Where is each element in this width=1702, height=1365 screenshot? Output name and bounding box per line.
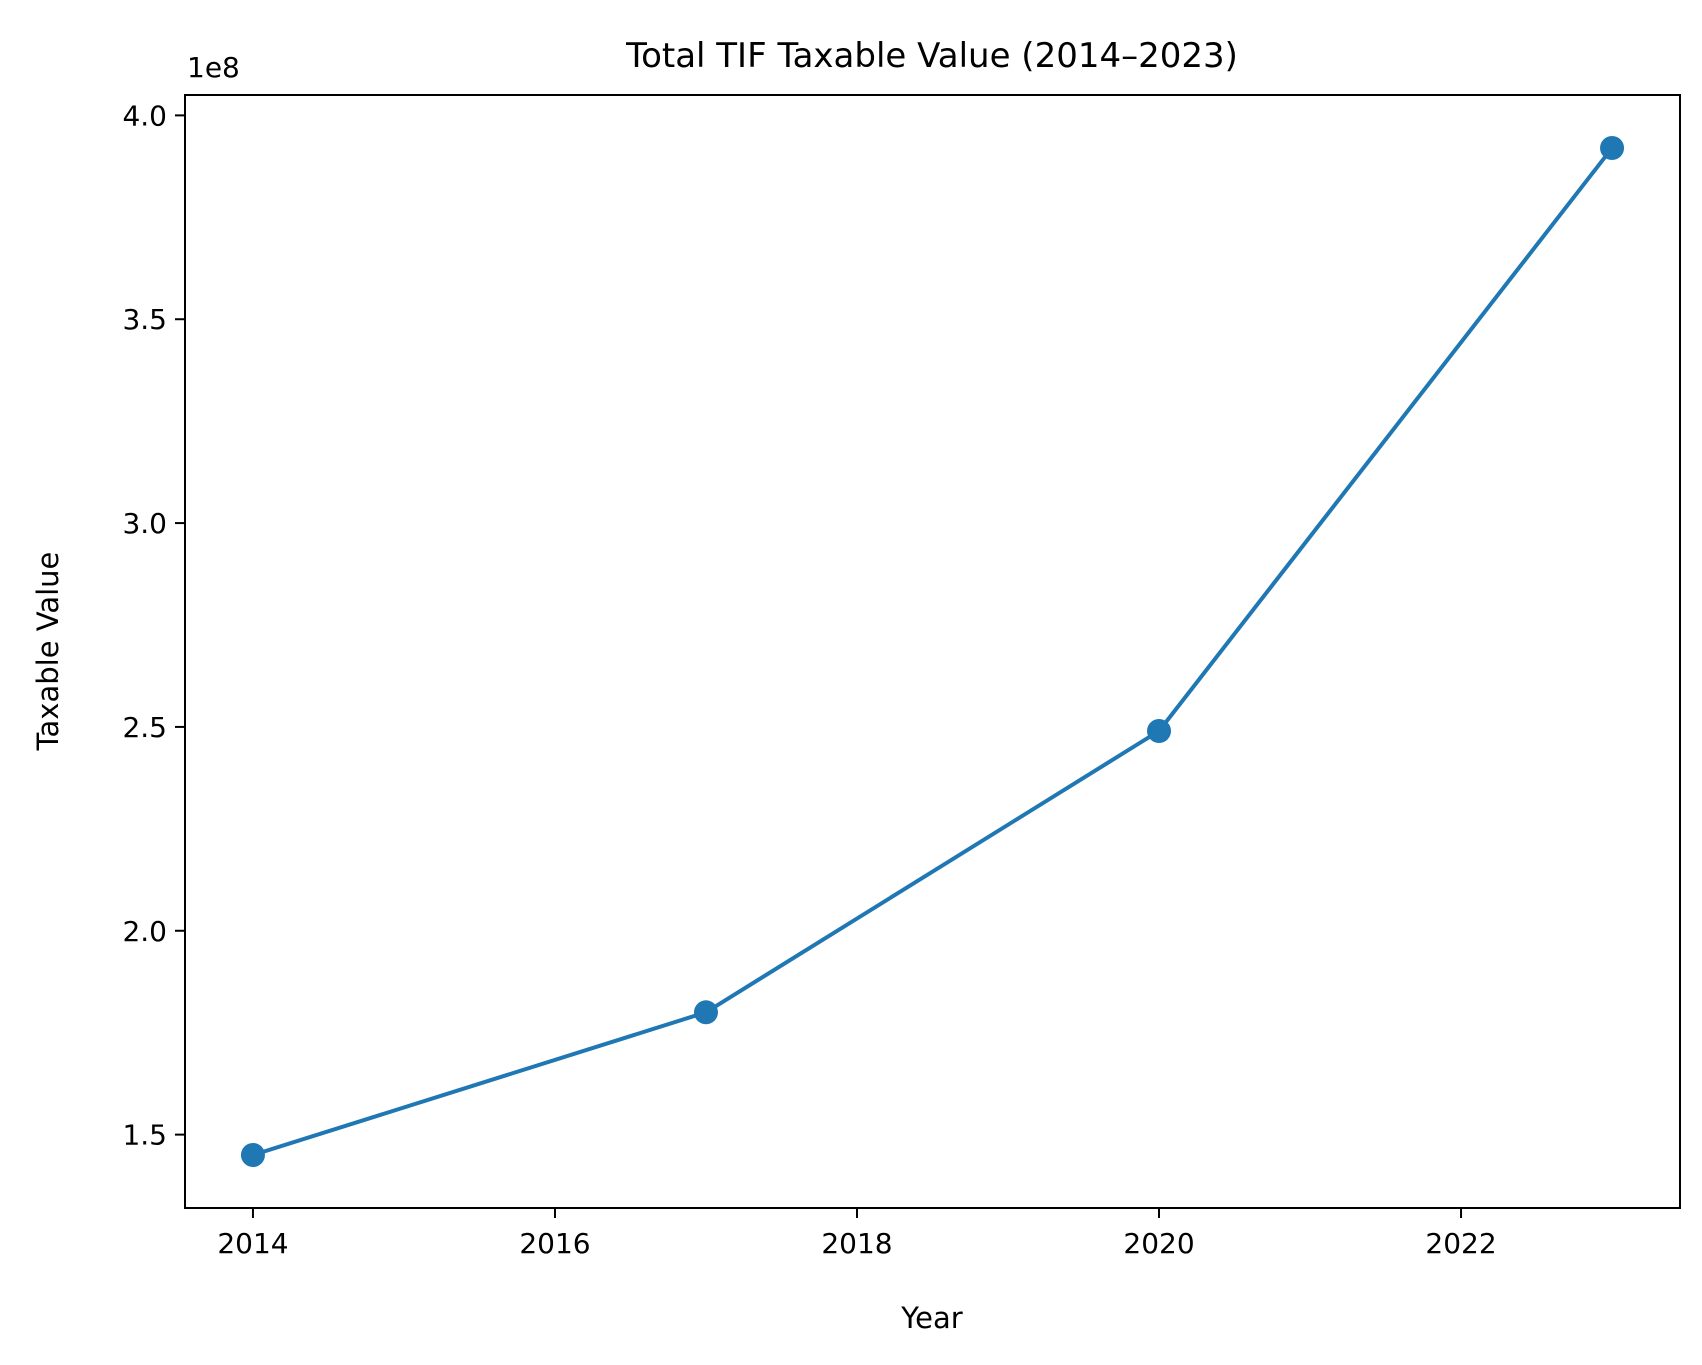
plot-area: 2014 2016 2018 2020 2022 1.5 2.0 2.5 3.0 3.5 4.0 [122,99,1625,1260]
y-axis-title: Taxable Value [31,552,65,752]
x-axis-title: Year [900,1301,962,1335]
y-tick-label: 3.0 [122,507,167,540]
x-tick-label: 2020 [1123,1227,1194,1260]
series-line [250,145,1615,1158]
data-point-marker [240,1143,265,1167]
x-tick-label: 2016 [519,1227,590,1260]
chart-title: Total TIF Taxable Value (2014–2023) [625,36,1238,76]
x-tick-label: 2018 [821,1227,892,1260]
data-point-marker [693,1000,718,1025]
y-axis-offset-label: 1e8 [187,51,240,84]
x-tick-label: 2022 [1425,1227,1496,1260]
data-point-marker [1147,719,1172,743]
y-tick-label: 3.5 [122,303,167,336]
y-tick-label: 4.0 [122,99,167,132]
x-tick-label: 2014 [217,1227,288,1260]
plot-frame [184,94,1681,1209]
y-tick-label: 1.5 [122,1119,167,1152]
y-tick-label: 2.5 [122,711,167,744]
y-tick-label: 2.0 [122,915,167,948]
data-point-marker [1600,136,1625,160]
